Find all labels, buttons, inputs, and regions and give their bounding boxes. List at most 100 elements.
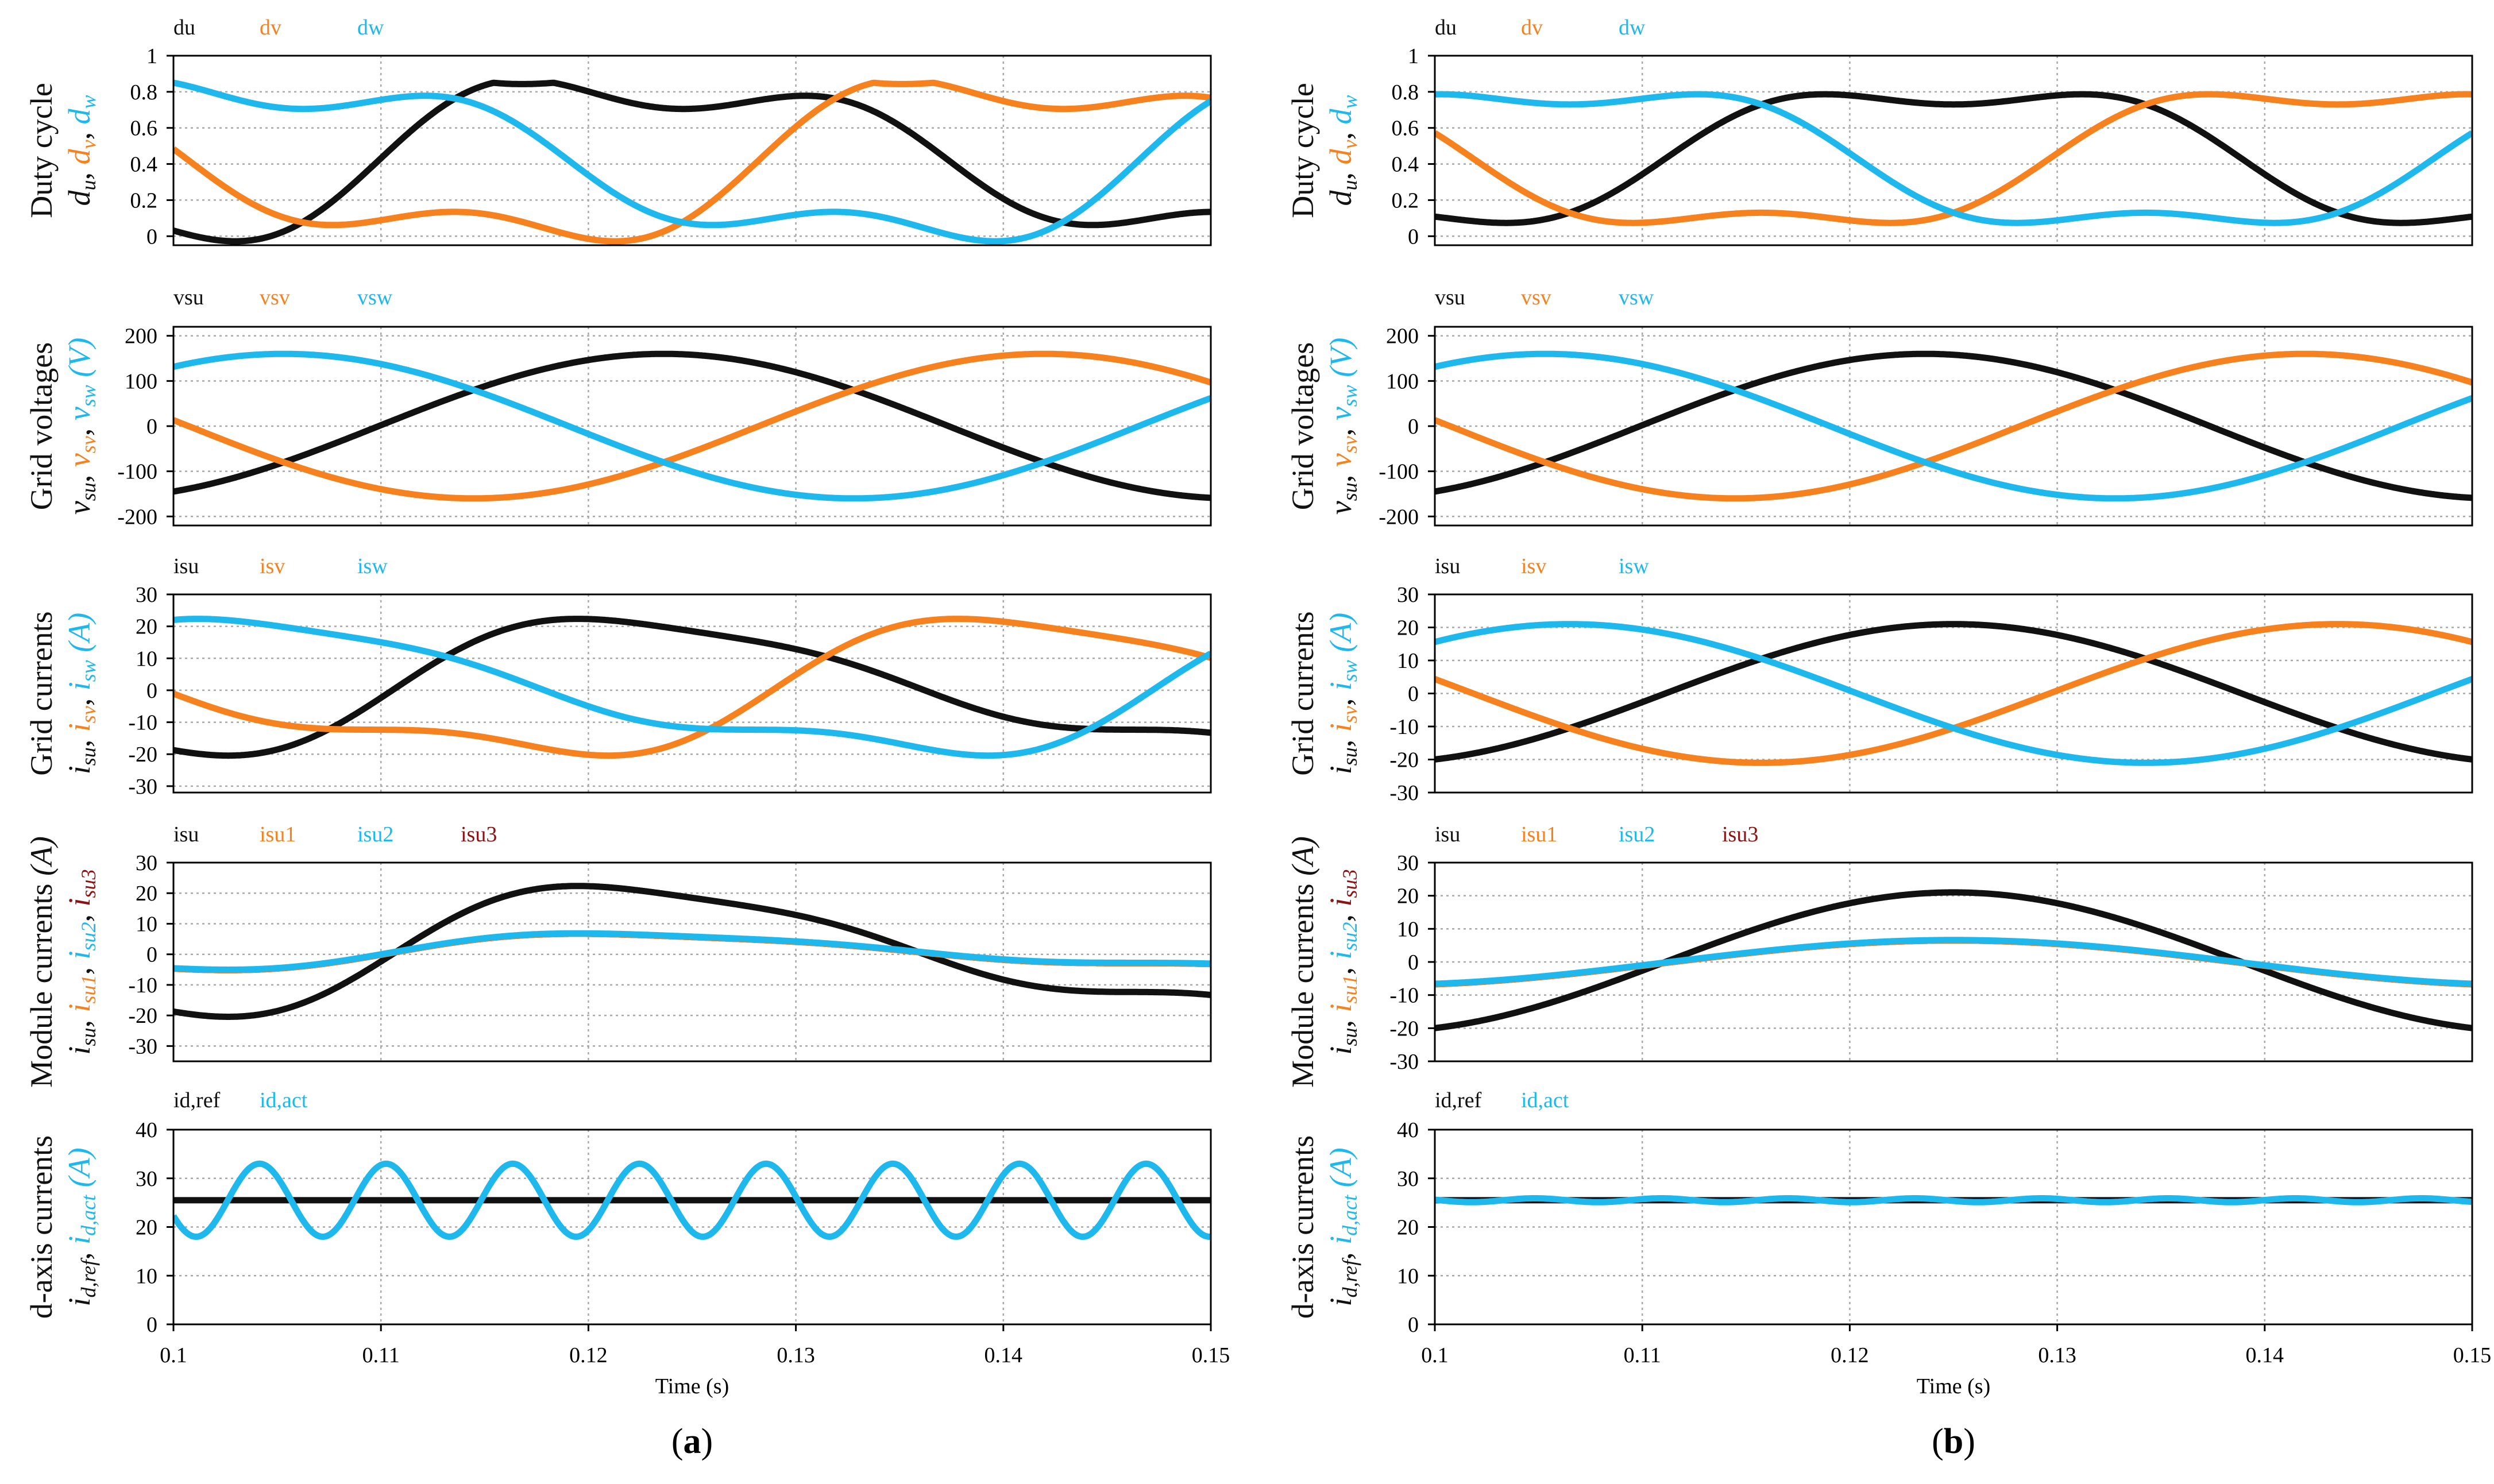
y-axis-label-part: Module currents xyxy=(1285,884,1320,1088)
y-tick-label: -30 xyxy=(128,1034,157,1058)
y-axis-label-part: d xyxy=(62,149,96,165)
y-tick-label: 10 xyxy=(136,1264,157,1288)
series-id,act xyxy=(173,1160,1211,1240)
subplot-b-4: 0 10 20 30 40 0.1 0.11 0.12 0.13 0.14 0.15 Time (s)… xyxy=(1285,1088,2491,1398)
y-axis-label-part: u xyxy=(1338,180,1361,191)
y-tick-label: -10 xyxy=(128,973,157,998)
y-tick-label: 20 xyxy=(1397,616,1419,640)
y-axis-label-part: d,ref xyxy=(77,1257,100,1298)
y-axis-label: Grid currents xyxy=(1285,611,1320,775)
y-axis-label: du, dv, dw xyxy=(1323,95,1361,206)
y-axis-label-part: v xyxy=(77,140,100,149)
y-axis-label-part: (A) xyxy=(62,1147,96,1195)
y-axis-label: Duty cycle xyxy=(1285,83,1320,218)
y-axis-label-part: d,act xyxy=(1338,1195,1361,1236)
y-axis-label: vsu, vsv, vsw (V) xyxy=(1323,338,1361,515)
y-tick-label: -20 xyxy=(1389,1017,1419,1041)
y-tick-label: 100 xyxy=(125,369,157,393)
y-axis-label-part: , xyxy=(1323,467,1358,482)
y-tick-label: 0 xyxy=(1408,950,1419,975)
y-tick-label: -20 xyxy=(128,1004,157,1028)
y-tick-label: 30 xyxy=(1397,851,1419,875)
y-axis-label-part: w xyxy=(77,95,100,109)
panel-caption-b: (b) xyxy=(1932,1422,1975,1461)
y-axis-label-part: v xyxy=(1323,453,1358,467)
x-tick-label: 0.15 xyxy=(1192,1343,1230,1367)
x-tick-label: 0.15 xyxy=(2453,1343,2492,1367)
caption-paren: ( xyxy=(1932,1422,1944,1461)
y-tick-label: 0.6 xyxy=(1392,117,1419,141)
y-axis-label-part: Grid voltages xyxy=(24,342,59,510)
y-axis-label-part: , xyxy=(1323,690,1358,706)
y-axis-label-part: v xyxy=(62,453,96,467)
y-axis-label-part: , xyxy=(62,420,96,436)
y-axis-label-part: d xyxy=(1323,190,1358,206)
y-tick-label: 10 xyxy=(136,647,157,671)
y-tick-label: 30 xyxy=(136,583,157,607)
series-isw xyxy=(173,616,1211,759)
y-tick-label: 10 xyxy=(1397,1264,1419,1288)
y-axis-label-part: su1 xyxy=(1338,975,1361,1004)
y-tick-label: 0 xyxy=(146,679,157,703)
y-axis-label-part: , xyxy=(62,906,96,922)
legend-entry: du xyxy=(1435,16,1457,40)
y-tick-label: 0 xyxy=(1408,415,1419,439)
y-axis-label-part: i xyxy=(1323,1046,1358,1055)
y-axis-label-part: Grid currents xyxy=(24,611,59,775)
y-axis-label-part: v xyxy=(1338,140,1361,149)
y-tick-label: 20 xyxy=(1397,884,1419,909)
y-axis-label-part: sv xyxy=(1338,436,1361,453)
series-du xyxy=(173,79,1211,245)
y-axis-label-part: d-axis currents xyxy=(1285,1135,1320,1319)
x-tick-label: 0.14 xyxy=(2246,1343,2284,1367)
series-id,act xyxy=(1435,1195,2472,1205)
caption-paren: ( xyxy=(671,1422,684,1461)
y-tick-label: 40 xyxy=(1397,1118,1419,1142)
plot-frame xyxy=(172,55,1212,246)
y-axis-label-part: , xyxy=(62,467,96,482)
y-axis-label-part: i xyxy=(1323,723,1358,732)
series-isu2 xyxy=(1435,937,2472,987)
y-axis-label: id,ref, id,act (A) xyxy=(62,1147,100,1306)
y-tick-label: 0 xyxy=(1408,1313,1419,1337)
y-tick-label: 10 xyxy=(1397,917,1419,941)
y-tick-label: -30 xyxy=(1389,1050,1419,1074)
y-axis-label-part: , xyxy=(62,690,96,706)
legend-entry: isu1 xyxy=(260,822,296,847)
y-axis-label-part: , xyxy=(62,732,96,747)
legend-entry: isu3 xyxy=(1722,822,1758,847)
x-tick-label: 0.1 xyxy=(1421,1343,1449,1367)
series-vsv xyxy=(173,350,1211,502)
y-axis-label-part: su3 xyxy=(77,869,100,898)
series-vsw xyxy=(173,350,1211,502)
series-isu xyxy=(1435,621,2472,763)
legend-entry: isv xyxy=(260,554,285,578)
y-axis-label-part: su1 xyxy=(77,975,100,1004)
y-tick-label: 0.6 xyxy=(130,117,158,141)
y-axis-label-part: i xyxy=(1323,950,1358,959)
y-tick-label: 20 xyxy=(136,615,157,639)
y-axis-label-part: , xyxy=(62,165,96,180)
y-axis-label-part: sw xyxy=(77,385,100,407)
y-axis-label-part: su xyxy=(1338,482,1361,501)
y-axis-label-part: sw xyxy=(1338,385,1361,407)
y-axis-label-part: i xyxy=(1323,1298,1358,1307)
y-axis-label-part: , xyxy=(1323,1012,1358,1028)
x-tick-label: 0.1 xyxy=(160,1343,187,1367)
y-tick-label: -10 xyxy=(128,711,157,735)
legend-entry: isv xyxy=(1521,554,1546,578)
legend-entry: vsw xyxy=(1619,285,1654,310)
legend-entry: dw xyxy=(357,16,384,40)
series-vsv xyxy=(1435,350,2472,502)
y-tick-label: 30 xyxy=(1397,1167,1419,1191)
panel-caption-a: (a) xyxy=(671,1422,713,1461)
y-axis-label-part: (A) xyxy=(1323,1147,1358,1195)
y-axis-label-part: i xyxy=(1323,898,1358,906)
y-axis-label-part: v xyxy=(1323,501,1358,515)
y-tick-label: 200 xyxy=(1386,324,1419,349)
y-axis-label-part: i xyxy=(1323,1004,1358,1012)
y-axis-label: d-axis currents xyxy=(1285,1135,1320,1319)
y-axis-label-part: i xyxy=(1323,1236,1358,1245)
